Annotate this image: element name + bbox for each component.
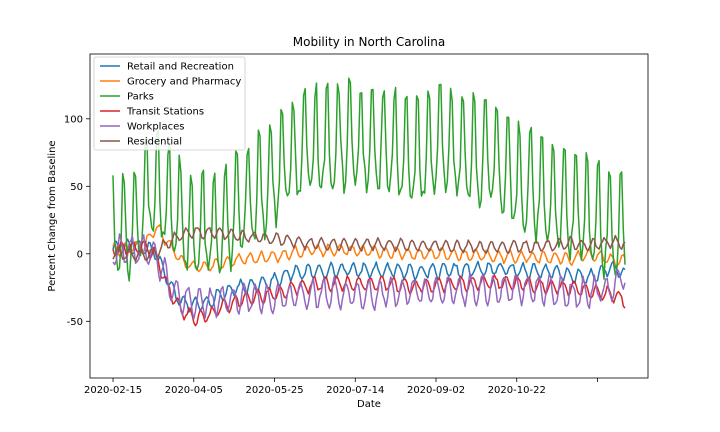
y-axis-label: Percent Change from Baseline: [47, 140, 58, 291]
x-tick-label: 2020-04-05: [165, 385, 223, 396]
y-tick-label: 100: [64, 114, 83, 125]
x-tick-label: 2020-07-14: [326, 385, 384, 396]
legend-label: Parks: [127, 92, 154, 103]
legend-box: [93, 56, 246, 151]
series-layer: [112, 77, 626, 327]
x-axis: 2020-02-15 2020-04-05 2020-05-25 2020-07-14…: [84, 378, 598, 396]
x-tick-label: 2020-09-02: [407, 385, 465, 396]
x-tick-label: 2020-05-25: [245, 385, 303, 396]
y-tick-label: -50: [67, 317, 83, 328]
y-tick-label: 50: [70, 182, 83, 193]
legend-label: Residential: [127, 137, 182, 148]
legend-label: Transit Stations: [126, 107, 204, 118]
x-axis-label: Date: [357, 399, 381, 410]
series-line-parks: [112, 77, 626, 282]
legend-label: Workplaces: [127, 122, 184, 133]
legend: Retail and Recreation Grocery and Pharmac…: [93, 56, 246, 151]
y-tick-label: 0: [77, 249, 83, 260]
series-line-residential: [112, 227, 626, 262]
x-tick-label: 2020-02-15: [84, 385, 142, 396]
y-axis: -50 0 50 100: [64, 114, 90, 328]
series-line-grocery-and-pharmacy: [112, 224, 626, 273]
legend-label: Grocery and Pharmacy: [127, 77, 241, 88]
chart-title: Mobility in North Carolina: [293, 35, 445, 49]
x-tick-label: 2020-10-22: [488, 385, 546, 396]
series-line-workplaces: [112, 233, 626, 320]
plot-frame: [89, 53, 649, 379]
legend-label: Retail and Recreation: [127, 62, 234, 73]
